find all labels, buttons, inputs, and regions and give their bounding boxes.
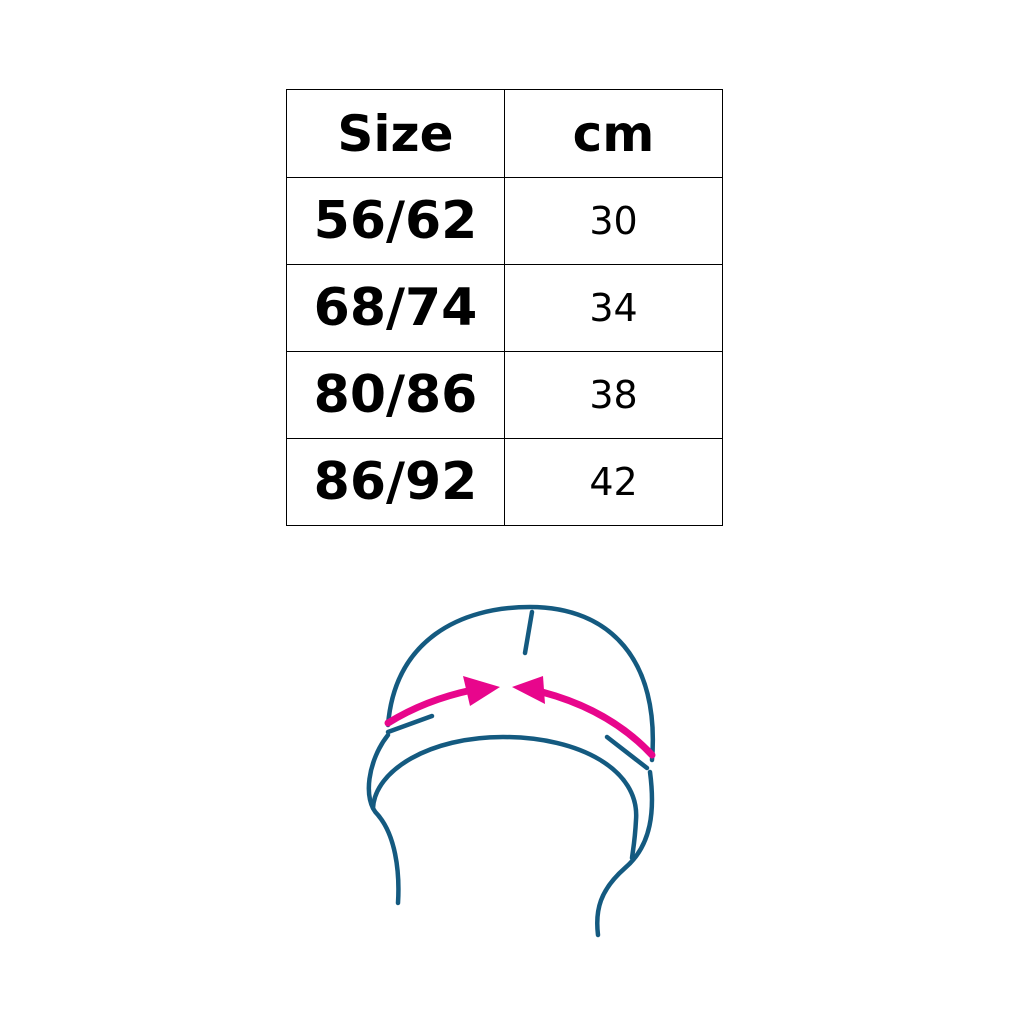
size-cell: 86/92 — [286, 438, 505, 526]
cm-cell: 42 — [504, 438, 723, 526]
size-cell: 56/62 — [286, 177, 505, 265]
table-header-row: Size cm — [286, 89, 723, 178]
cm-cell: 34 — [504, 264, 723, 352]
size-cell: 68/74 — [286, 264, 505, 352]
hat-outline — [366, 604, 656, 938]
table-row: 80/86 38 — [286, 351, 723, 439]
header-cm: cm — [504, 89, 723, 178]
header-size: Size — [286, 89, 505, 178]
measurement-arrows — [384, 676, 656, 759]
table-row: 86/92 42 — [286, 438, 723, 526]
left-arrow-shaft — [384, 686, 476, 727]
right-arrow-shaft — [538, 688, 656, 759]
table-row: 68/74 34 — [286, 264, 723, 352]
cm-cell: 38 — [504, 351, 723, 439]
size-table: Size cm 56/62 30 68/74 34 80/86 38 86/92… — [286, 89, 723, 526]
left-arrowhead-icon — [463, 676, 500, 706]
right-arrowhead-icon — [512, 676, 545, 704]
